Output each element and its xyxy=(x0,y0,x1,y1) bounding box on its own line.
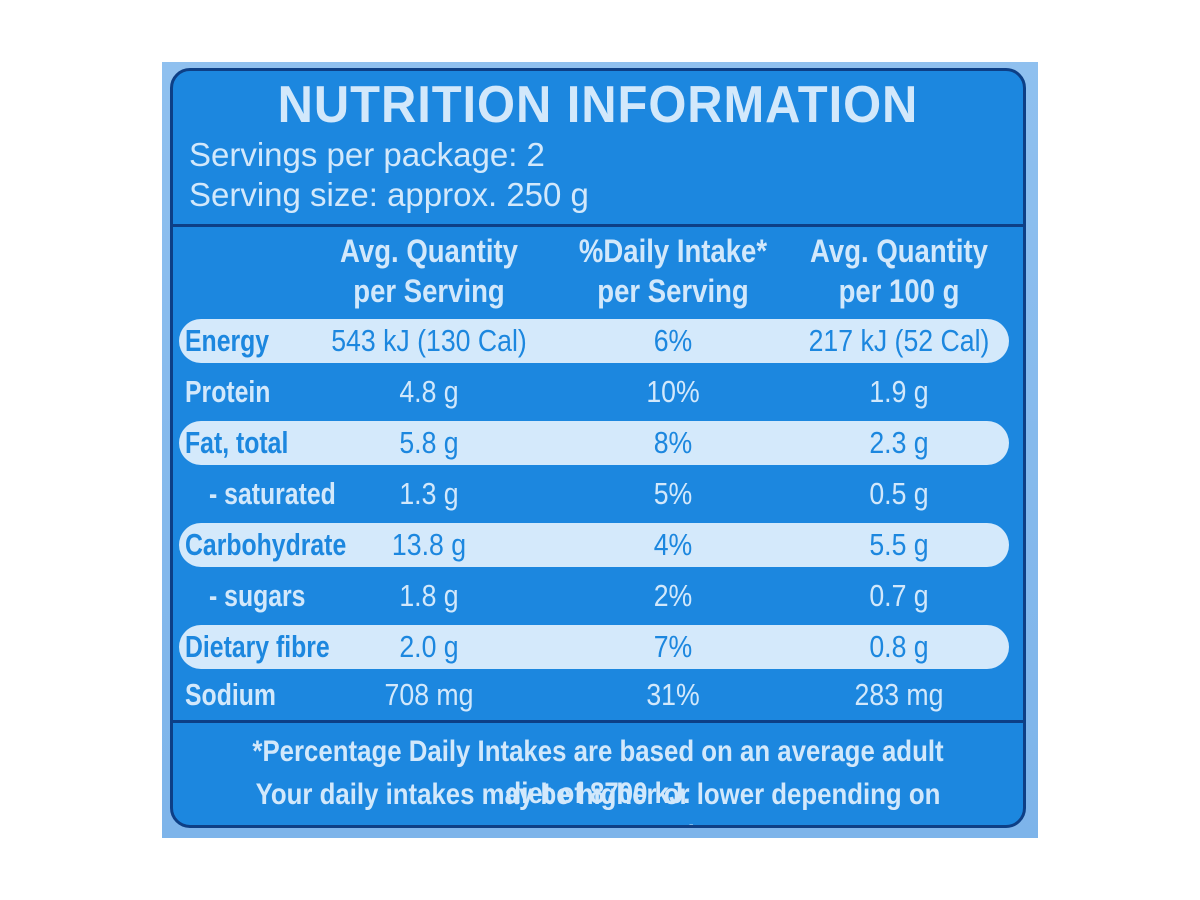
nutrient-name: - saturated xyxy=(209,476,336,511)
column-header-per-100g: Avg. Quantity per 100 g xyxy=(796,231,1002,311)
per-serving-value: 543 kJ (130 Cal) xyxy=(331,323,527,358)
daily-intake-value: 8% xyxy=(653,425,693,460)
daily-intake-value: 7% xyxy=(653,629,693,664)
per-100g-value: 5.5 g xyxy=(869,527,929,562)
daily-intake-value: 2% xyxy=(653,578,693,613)
per-serving-value: 5.8 g xyxy=(399,425,459,460)
servings-per-package: Servings per package: 2 xyxy=(189,136,545,173)
per-serving-value: 2.0 g xyxy=(399,629,459,664)
footnote-line: *Percentage Daily Intakes are based on a… xyxy=(252,735,944,810)
table-row-fat-total: Fat, total 5.8 g 8% 2.3 g xyxy=(179,421,1009,465)
nutrient-name: Dietary fibre xyxy=(185,629,330,664)
per-100g-value: 0.8 g xyxy=(869,629,929,664)
per-100g-value: 0.5 g xyxy=(869,476,929,511)
column-header-line: per 100 g xyxy=(838,273,960,309)
nutrient-name: Energy xyxy=(185,323,270,358)
nutrient-name: Carbohydrate xyxy=(185,527,347,562)
table-row-saturated: - saturated 1.3 g 5% 0.5 g xyxy=(179,472,1009,516)
daily-intake-value: 10% xyxy=(646,374,700,409)
column-header-per-serving: Avg. Quantity per Serving xyxy=(326,231,532,311)
nutrient-name: Protein xyxy=(185,374,271,409)
column-header-line: Avg. Quantity xyxy=(340,233,518,269)
column-header-line: per Serving xyxy=(597,273,749,309)
table-row-sugars: - sugars 1.8 g 2% 0.7 g xyxy=(179,574,1009,618)
per-serving-value: 1.3 g xyxy=(399,476,459,511)
nutrient-name: - sugars xyxy=(209,578,306,613)
footnote-line: Your daily intakes may be higher or lowe… xyxy=(255,778,941,825)
column-header-line: per Serving xyxy=(353,273,505,309)
daily-intake-value: 4% xyxy=(653,527,693,562)
footnote-divider xyxy=(173,720,1023,723)
table-row-carbohydrate: Carbohydrate 13.8 g 4% 5.5 g xyxy=(179,523,1009,567)
per-100g-value: 2.3 g xyxy=(869,425,929,460)
nutrition-panel: NUTRITION INFORMATION Servings per packa… xyxy=(170,68,1026,828)
per-100g-value: 283 mg xyxy=(854,677,944,712)
per-serving-value: 4.8 g xyxy=(399,374,459,409)
daily-intake-value: 31% xyxy=(646,677,700,712)
nutrient-name: Fat, total xyxy=(185,425,289,460)
table-row-sodium: Sodium 708 mg 31% 283 mg xyxy=(179,673,1009,717)
table-row-dietary-fibre: Dietary fibre 2.0 g 7% 0.8 g xyxy=(179,625,1009,669)
per-serving-value: 1.8 g xyxy=(399,578,459,613)
per-100g-value: 217 kJ (52 Cal) xyxy=(808,323,990,358)
table-row-energy: Energy 543 kJ (130 Cal) 6% 217 kJ (52 Ca… xyxy=(179,319,1009,363)
panel-title: NUTRITION INFORMATION xyxy=(277,76,919,134)
per-100g-value: 1.9 g xyxy=(869,374,929,409)
per-serving-value: 708 mg xyxy=(384,677,474,712)
column-header-daily-intake: %Daily Intake* per Serving xyxy=(570,231,776,311)
column-header-line: %Daily Intake* xyxy=(578,233,768,269)
per-serving-value: 13.8 g xyxy=(391,527,467,562)
column-header-line: Avg. Quantity xyxy=(810,233,988,269)
header-divider xyxy=(173,224,1023,227)
per-100g-value: 0.7 g xyxy=(869,578,929,613)
daily-intake-value: 5% xyxy=(653,476,693,511)
table-row-protein: Protein 4.8 g 10% 1.9 g xyxy=(179,370,1009,414)
nutrient-name: Sodium xyxy=(185,677,276,712)
daily-intake-value: 6% xyxy=(653,323,693,358)
serving-size: Serving size: approx. 250 g xyxy=(189,176,589,213)
